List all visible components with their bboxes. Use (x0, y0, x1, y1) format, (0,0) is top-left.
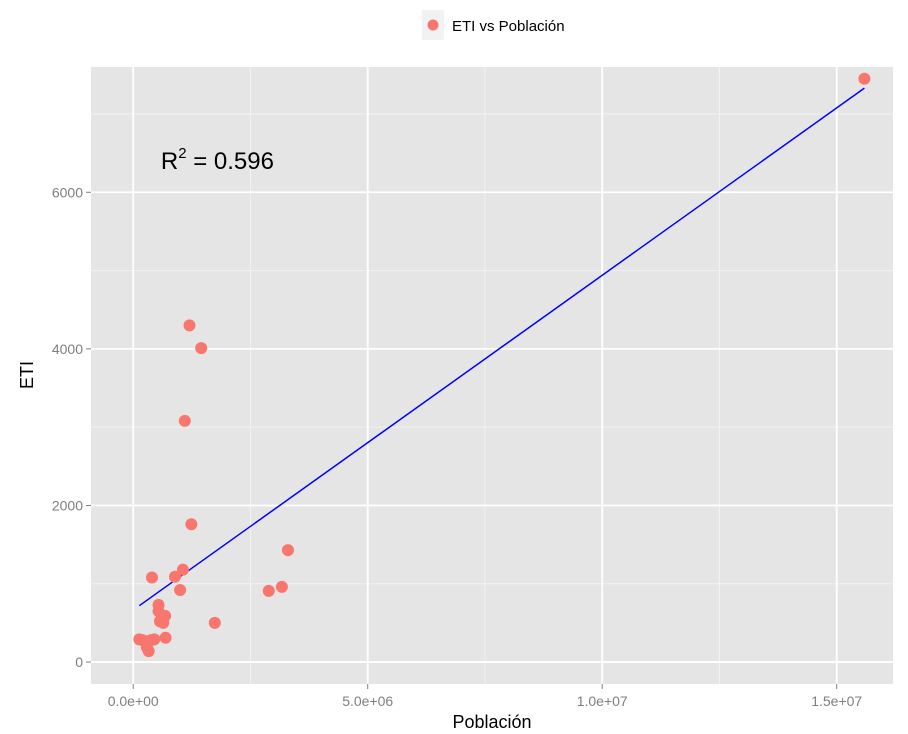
regression-line-group (138, 87, 865, 607)
y-tick-label: 4000 (52, 341, 83, 357)
legend-label: ETI vs Población (452, 18, 565, 35)
data-point (275, 580, 288, 593)
x-tick-label: 0.0e+00 (108, 693, 159, 709)
x-tick-label: 1.0e+07 (577, 693, 628, 709)
legend: ETI vs Población (422, 10, 565, 40)
legend-marker (427, 19, 439, 31)
data-point (159, 609, 172, 622)
x-axis: 0.0e+00 5.0e+06 1.0e+07 1.5e+07 (108, 684, 862, 709)
y-axis: 0 2000 4000 6000 (52, 184, 91, 670)
y-tick-label: 2000 (52, 497, 83, 513)
data-point (185, 518, 198, 531)
data-point (208, 616, 221, 629)
data-point (145, 571, 158, 584)
data-points (133, 72, 871, 658)
data-point (168, 570, 181, 583)
y-axis-title: ETI (17, 361, 37, 389)
regression-line (138, 87, 865, 607)
y-tick-label: 0 (75, 654, 83, 670)
minor-gridlines (91, 67, 893, 684)
x-axis-title: Población (452, 712, 531, 732)
x-tick-label: 5.0e+06 (342, 693, 393, 709)
data-point (142, 645, 155, 658)
r-squared-value: = 0.596 (187, 148, 274, 175)
r-squared-label: R2 = 0.596 (161, 145, 274, 175)
data-point (178, 414, 191, 427)
data-point (183, 319, 196, 332)
data-point (174, 584, 187, 597)
y-tick-label: 6000 (52, 184, 83, 200)
plot-panel (91, 67, 893, 684)
data-point (148, 633, 161, 646)
data-point (281, 544, 294, 557)
data-point (262, 584, 275, 597)
major-gridlines (91, 67, 893, 684)
x-tick-label: 1.5e+07 (811, 693, 862, 709)
data-point (858, 72, 871, 85)
data-point (159, 631, 172, 644)
data-point (152, 598, 165, 611)
data-point (176, 563, 189, 576)
r-squared-annotation: R2 = 0.596 (161, 145, 274, 175)
r-squared-superscript: 2 (178, 145, 186, 162)
r-squared-base: R (161, 148, 178, 175)
data-point (195, 342, 208, 355)
